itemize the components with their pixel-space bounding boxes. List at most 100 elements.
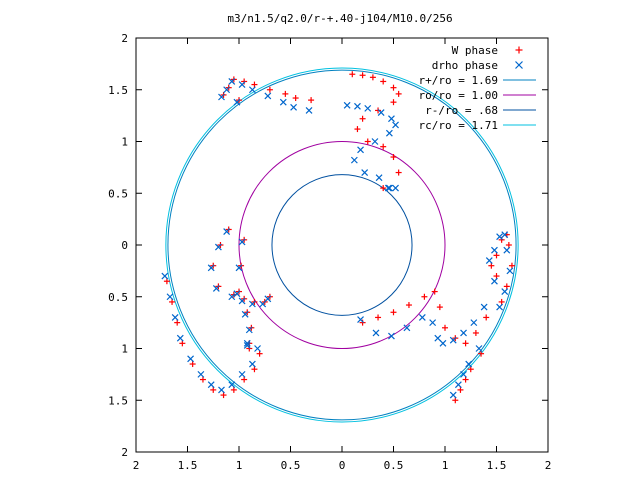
point-0-69	[452, 397, 459, 404]
point-0-72	[498, 236, 505, 243]
point-0-4	[390, 84, 397, 91]
reference-circles	[165, 67, 519, 423]
chart-title: m3/n1.5/q2.0/r-+.40-j104/M10.0/256	[227, 12, 452, 25]
legend-marker-1	[515, 61, 523, 69]
point-0-48	[230, 386, 237, 393]
data-points	[161, 71, 515, 404]
point-1-27	[241, 310, 249, 318]
point-1-25	[243, 341, 251, 349]
legend: W phase drho phase r+/ro = 1.69 ro/ro = 1.0…	[419, 44, 536, 132]
y-tick-label: 1	[121, 343, 128, 356]
point-1-30	[238, 238, 246, 246]
point-1-62	[460, 329, 467, 337]
point-0-59	[436, 304, 443, 311]
point-1-36	[238, 297, 246, 305]
legend-label-4: r-/ro = .68	[425, 104, 498, 117]
y-tick-label: 0.5	[108, 291, 128, 304]
point-1-78	[491, 277, 498, 285]
point-1-49	[238, 370, 246, 378]
point-1-58	[429, 319, 437, 327]
point-0-70	[488, 262, 495, 269]
point-1-1	[354, 102, 361, 110]
point-0-15	[308, 97, 315, 104]
x-tick-label: 2	[133, 459, 140, 472]
point-1-13	[392, 184, 399, 192]
circle-2	[271, 174, 413, 316]
point-1-75	[506, 267, 514, 275]
point-1-12	[385, 184, 393, 192]
point-1-26	[245, 326, 253, 334]
point-1-7	[371, 138, 379, 145]
point-1-76	[501, 288, 509, 295]
point-0-60	[442, 324, 448, 331]
point-1-47	[218, 386, 225, 394]
point-0-57	[421, 293, 428, 300]
point-0-74	[505, 242, 512, 248]
y-tick-label: 1.5	[108, 84, 128, 97]
point-1-32	[214, 243, 222, 251]
point-1-33	[207, 264, 215, 272]
point-0-11	[380, 143, 387, 150]
point-0-19	[251, 81, 258, 88]
point-0-5	[395, 90, 402, 97]
point-1-34	[212, 285, 220, 292]
point-0-78	[493, 273, 500, 280]
point-1-51	[254, 345, 261, 352]
point-0-75	[508, 262, 515, 269]
point-1-74	[503, 246, 511, 254]
y-tick-label: 0.5	[108, 187, 128, 200]
point-1-19	[248, 86, 256, 94]
point-1-37	[248, 300, 256, 308]
point-1-39	[264, 295, 272, 303]
x-tick-label: 1.5	[487, 459, 507, 472]
point-1-73	[501, 231, 509, 239]
legend-label-1: drho phase	[432, 59, 498, 72]
point-0-54	[375, 314, 382, 321]
point-1-28	[233, 290, 241, 298]
point-1-24	[233, 98, 241, 106]
y-tick-label: 0	[121, 239, 128, 252]
point-0-20	[241, 78, 248, 85]
point-1-20	[238, 81, 246, 88]
point-1-57	[418, 314, 426, 321]
point-1-52	[243, 339, 251, 347]
point-1-29	[235, 264, 243, 272]
x-tick-label: 0.5	[384, 459, 404, 472]
point-0-65	[478, 350, 485, 357]
point-1-67	[460, 370, 467, 378]
point-1-3	[377, 109, 385, 116]
y-tick-label: 1	[121, 136, 128, 149]
point-1-2	[364, 104, 372, 112]
point-0-47	[220, 392, 227, 399]
point-1-66	[465, 360, 473, 368]
point-0-51	[256, 350, 263, 357]
point-1-43	[176, 334, 184, 342]
point-0-6	[390, 99, 397, 106]
point-1-59	[434, 334, 442, 342]
point-0-12	[390, 154, 397, 161]
point-1-17	[279, 98, 287, 106]
point-0-1	[359, 72, 366, 79]
x-tick-label: 0.5	[281, 459, 301, 472]
point-0-49	[241, 376, 248, 383]
circle-1	[238, 141, 446, 349]
y-tick-label: 1.5	[108, 394, 128, 407]
point-1-18	[264, 92, 272, 100]
point-1-22	[223, 86, 231, 94]
legend-label-2: r+/ro = 1.69	[419, 74, 498, 87]
point-1-48	[228, 381, 236, 389]
point-1-68	[454, 381, 462, 389]
x-tick-label: 1	[442, 459, 449, 472]
point-0-45	[199, 376, 206, 383]
y-tick-label: 2	[121, 446, 128, 459]
point-0-66	[467, 366, 474, 373]
point-0-13	[395, 169, 402, 176]
point-0-41	[169, 298, 176, 305]
point-1-31	[223, 228, 231, 235]
point-1-61	[449, 336, 457, 344]
x-tick-label: 1.5	[178, 459, 198, 472]
point-1-50	[248, 360, 256, 368]
point-1-65	[475, 345, 483, 352]
point-0-50	[251, 366, 258, 373]
